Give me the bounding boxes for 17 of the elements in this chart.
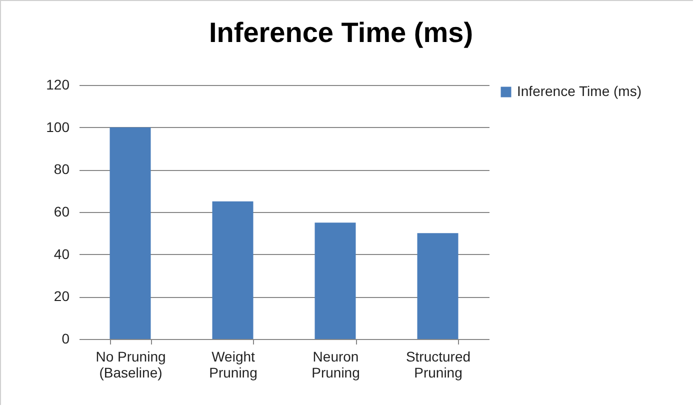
y-tick-label: 40: [54, 246, 70, 262]
x-tick-label: Weight Pruning: [209, 348, 258, 380]
y-tick-label: 20: [54, 288, 70, 304]
legend-label: Inference Time (ms): [517, 83, 642, 99]
bar: [314, 222, 356, 339]
bar: [417, 233, 458, 339]
y-tick-label: 100: [46, 118, 70, 135]
y-tick-label: 0: [62, 330, 70, 346]
chart-title: Inference Time (ms): [209, 17, 474, 48]
bar: [212, 201, 254, 339]
x-tick-label: Structured Pruning: [406, 348, 471, 380]
y-tick-label: 60: [54, 204, 70, 220]
y-tick-label: 120: [46, 76, 70, 92]
bar: [110, 127, 151, 339]
x-tick-label: No Pruning (Baseline): [96, 348, 166, 380]
y-tick-label: 80: [54, 161, 70, 178]
x-tick-label: Neuron Pruning: [312, 348, 360, 380]
